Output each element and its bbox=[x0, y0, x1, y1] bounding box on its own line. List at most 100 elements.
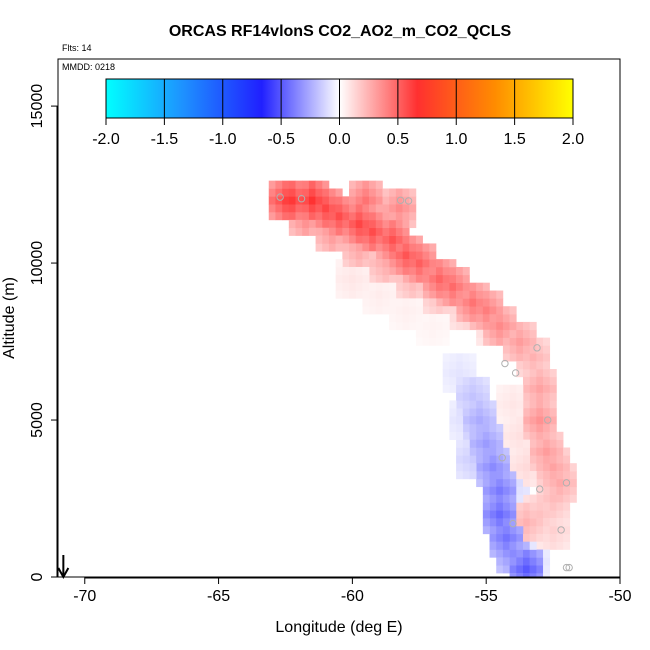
heatmap-cell bbox=[522, 353, 530, 362]
heatmap-cell bbox=[482, 298, 490, 307]
heatmap-cell bbox=[496, 314, 504, 323]
heatmap-cell bbox=[516, 321, 524, 331]
heatmap-cell bbox=[556, 463, 564, 472]
heatmap-cell bbox=[482, 439, 490, 448]
heatmap-cell bbox=[389, 204, 397, 213]
heatmap-cell bbox=[543, 369, 551, 378]
heatmap-cell bbox=[516, 455, 524, 464]
heatmap-cell bbox=[502, 408, 510, 417]
y-tick-label: 5000 bbox=[29, 402, 46, 438]
heatmap-cell bbox=[456, 298, 464, 307]
colorbar-tick-label: 1.5 bbox=[504, 131, 526, 148]
heatmap-cell bbox=[349, 227, 357, 236]
y-axis: 0 5000 10000 15000 bbox=[29, 84, 58, 581]
heatmap-cell bbox=[409, 282, 417, 291]
heatmap-cell bbox=[529, 518, 537, 527]
heatmap-cell bbox=[509, 353, 517, 362]
heatmap-cell bbox=[315, 212, 323, 221]
heatmap-cell bbox=[355, 259, 363, 268]
heatmap-cell bbox=[369, 266, 377, 276]
heatmap-cell bbox=[556, 518, 564, 527]
heatmap-cell bbox=[543, 549, 551, 558]
heatmap-cell bbox=[489, 541, 497, 550]
heatmap-cell bbox=[409, 314, 417, 323]
heatmap-cell bbox=[375, 188, 383, 197]
heatmap-cell bbox=[556, 486, 564, 495]
x-tick-label: -65 bbox=[207, 588, 230, 605]
heatmap-cell bbox=[496, 486, 504, 495]
heatmap-cell bbox=[522, 447, 530, 456]
heatmap-cell bbox=[549, 392, 557, 401]
heatmap-cell bbox=[268, 180, 276, 189]
heatmap-cell bbox=[362, 259, 370, 268]
heatmap-cell bbox=[556, 510, 564, 519]
heatmap-cell bbox=[469, 431, 477, 440]
heatmap-cell bbox=[462, 423, 470, 433]
heatmap-cell bbox=[529, 510, 537, 519]
heatmap-cell bbox=[496, 416, 504, 425]
heatmap-cell bbox=[369, 188, 377, 197]
heatmap-cell bbox=[509, 541, 517, 550]
heatmap-cell bbox=[295, 227, 303, 236]
heatmap-cell bbox=[476, 400, 484, 409]
heatmap-cell bbox=[502, 471, 510, 480]
heatmap-cell bbox=[522, 345, 530, 354]
heatmap-cell bbox=[382, 290, 390, 299]
heatmap-cell bbox=[369, 259, 377, 268]
heatmap-cell bbox=[523, 581, 530, 589]
heatmap-cell bbox=[382, 274, 390, 283]
heatmap-cell bbox=[462, 471, 470, 480]
heatmap-cell bbox=[496, 471, 504, 480]
heatmap-cell bbox=[502, 400, 510, 409]
heatmap-cell bbox=[549, 525, 557, 535]
heatmap-cell bbox=[462, 376, 470, 386]
heatmap-cell bbox=[375, 243, 383, 252]
heatmap-cell bbox=[522, 376, 530, 386]
heatmap-cell bbox=[308, 188, 316, 197]
heatmap-cell bbox=[556, 439, 564, 448]
heatmap-cell bbox=[335, 282, 343, 291]
heatmap-cell bbox=[543, 392, 551, 401]
heatmap-cell bbox=[489, 416, 497, 425]
heatmap-cell bbox=[342, 235, 350, 244]
heatmap-cell bbox=[462, 298, 470, 307]
heatmap-cell bbox=[409, 196, 417, 205]
heatmap-cell bbox=[516, 329, 524, 338]
heatmap-cell bbox=[375, 212, 383, 221]
heatmap-cell bbox=[469, 408, 477, 417]
heatmap-cell bbox=[315, 204, 323, 213]
heatmap-cell bbox=[469, 447, 477, 456]
heatmap-cell bbox=[543, 494, 551, 503]
heatmap-cell bbox=[502, 502, 510, 511]
heatmap-cell bbox=[462, 447, 470, 456]
heatmap-cell bbox=[543, 345, 551, 354]
heatmap-cell bbox=[476, 306, 484, 315]
heatmap-cell bbox=[496, 290, 504, 299]
heatmap-cell bbox=[449, 321, 457, 331]
heatmap-cell bbox=[496, 557, 504, 566]
heatmap-cell bbox=[349, 212, 357, 221]
heatmap-cell bbox=[355, 219, 363, 229]
heatmap-cell bbox=[328, 188, 336, 197]
colorbar-tick-label: -1.5 bbox=[151, 131, 179, 148]
heatmap-cell bbox=[469, 282, 477, 291]
heatmap-cell bbox=[442, 384, 450, 393]
heatmap-cell bbox=[342, 219, 350, 229]
heatmap-cell bbox=[362, 212, 370, 221]
heatmap-cell bbox=[369, 282, 377, 291]
heatmap-cell bbox=[429, 290, 437, 299]
heatmap-cell bbox=[543, 510, 551, 519]
heatmap-cell bbox=[389, 282, 397, 291]
heatmap-cell bbox=[395, 188, 403, 197]
heatmap-cell bbox=[543, 423, 551, 433]
heatmap-cell bbox=[543, 416, 551, 425]
heatmap-cell bbox=[422, 329, 430, 338]
heatmap-cell bbox=[369, 219, 377, 229]
heatmap-cell bbox=[476, 384, 484, 393]
heatmap-cell bbox=[342, 251, 350, 260]
heatmap-cell bbox=[409, 274, 417, 283]
heatmap-cell bbox=[456, 266, 464, 276]
heatmap-cell bbox=[482, 400, 490, 409]
heatmap-cell bbox=[328, 212, 336, 221]
heatmap-cell bbox=[375, 219, 383, 229]
